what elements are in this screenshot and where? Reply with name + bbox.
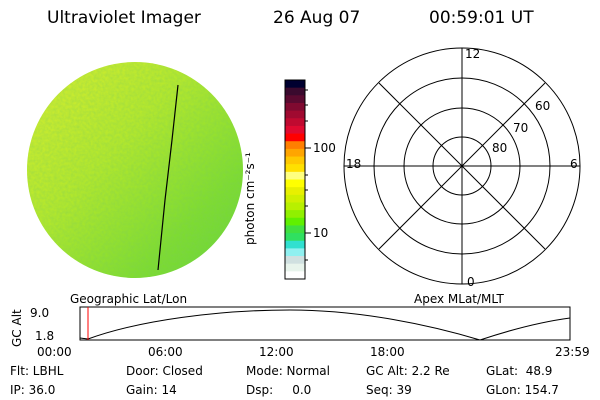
lat-80-label: 80 xyxy=(492,141,508,155)
colorbar-band xyxy=(285,102,305,112)
gc-alt-info: GC Alt: 2.2 Re xyxy=(366,364,450,378)
door-info: Door: Closed xyxy=(126,364,203,378)
terminator-line xyxy=(157,84,179,271)
mlt-6-label: 6 xyxy=(570,157,578,171)
geographic-label: Geographic Lat/Lon xyxy=(70,292,188,306)
colorbar-band xyxy=(285,125,305,135)
colorbar-band xyxy=(285,271,305,280)
polar-grid xyxy=(343,47,581,285)
colorbar-band xyxy=(285,210,305,219)
colorbar-band xyxy=(285,240,305,249)
colorbar-label: photon cm⁻²s⁻¹ xyxy=(243,152,257,245)
glat-info: GLat: 48.9 xyxy=(486,364,553,378)
x-tick: 18:00 xyxy=(370,345,405,359)
colorbar-band xyxy=(285,171,305,180)
colorbar-band xyxy=(285,118,305,127)
colorbar-band xyxy=(285,263,305,272)
colorbar-band xyxy=(285,133,305,142)
colorbar-band xyxy=(285,156,305,165)
colorbar-band xyxy=(285,87,305,96)
filter-info: Flt: LBHL xyxy=(10,364,64,378)
colorbar-band xyxy=(285,225,305,234)
gain-info: Gain: 14 xyxy=(126,383,177,397)
mlt-0-label: 0 xyxy=(467,275,475,289)
lat-60-label: 60 xyxy=(535,99,551,113)
x-tick: 23:59 xyxy=(555,345,590,359)
instrument-title: Ultraviolet Imager xyxy=(47,8,201,28)
colorbar-band xyxy=(285,179,305,188)
altitude-plot-frame xyxy=(79,306,571,341)
glon-info: GLon: 154.7 xyxy=(486,383,559,397)
mode-info: Mode: Normal xyxy=(246,364,330,378)
colorbar-ticks xyxy=(305,89,311,261)
colorbar-band xyxy=(285,187,305,196)
colorbar-band xyxy=(285,164,305,173)
colorbar-band xyxy=(285,110,305,119)
colorbar-band xyxy=(285,248,305,257)
colorbar-band xyxy=(285,202,305,211)
colorbar-tick-10: 10 xyxy=(313,226,329,240)
colorbar-band xyxy=(285,256,305,265)
x-tick: 06:00 xyxy=(148,345,183,359)
colorbar-tick-100: 100 xyxy=(313,141,336,155)
apex-label: Apex MLat/MLT xyxy=(414,292,504,306)
lat-70-label: 70 xyxy=(513,121,529,135)
colorbar-band xyxy=(285,217,305,226)
colorbar-band xyxy=(285,194,305,203)
colorbar-band xyxy=(285,148,305,158)
ip-info: IP: 36.0 xyxy=(10,383,56,397)
altitude-min: 1.8 xyxy=(35,329,55,343)
x-tick: 00:00 xyxy=(37,345,72,359)
mlt-18-label: 18 xyxy=(346,157,362,171)
x-tick: 12:00 xyxy=(259,345,294,359)
dsp-info: Dsp: 0.0 xyxy=(246,383,312,397)
colorbar-band xyxy=(285,80,305,89)
colorbar xyxy=(285,80,305,280)
seq-info: Seq: 39 xyxy=(366,383,412,397)
colorbar-band xyxy=(285,141,305,150)
altitude-curve xyxy=(79,309,571,341)
altitude-axis-label: GC Alt xyxy=(10,309,24,347)
mlt-12-label: 12 xyxy=(465,47,481,61)
altitude-max: 9.0 xyxy=(30,306,50,320)
colorbar-band xyxy=(285,233,305,242)
time-label: 00:59:01 UT xyxy=(429,8,534,28)
colorbar-band xyxy=(285,95,305,104)
earth-image xyxy=(27,62,243,278)
date-label: 26 Aug 07 xyxy=(273,8,361,28)
